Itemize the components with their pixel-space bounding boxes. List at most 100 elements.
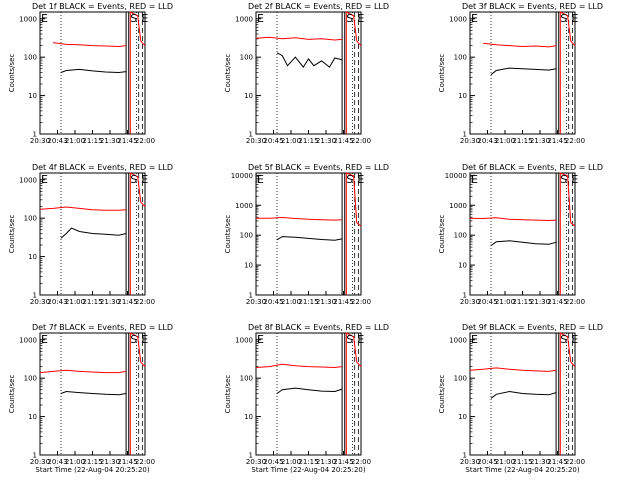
x-tick-label: 20:43 [47, 298, 67, 306]
x-tick-label: 21:30 [316, 298, 336, 306]
time-marker-2: S [130, 173, 137, 186]
lld-series-line [53, 42, 127, 48]
y-tick-label: 100 [454, 54, 467, 62]
time-marker-2: S [560, 12, 567, 25]
lld-series-line [39, 206, 127, 211]
y-tick-label: 1000 [19, 176, 37, 184]
x-tick-label: 20:45 [477, 298, 497, 306]
x-tick-label: 21:45 [117, 458, 137, 466]
y-tick-label: 1 [33, 292, 37, 300]
y-axis-label: Counts/sec [438, 215, 446, 254]
lld-series-line [469, 217, 557, 222]
y-tick-label: 10 [458, 413, 467, 421]
y-tick-label: 10 [28, 253, 37, 261]
x-tick-label: 21:30 [100, 137, 120, 145]
lld-burst-line [345, 11, 362, 134]
y-tick-label: 10 [28, 413, 37, 421]
time-marker-1: E [471, 333, 478, 346]
y-tick-label: 100 [240, 232, 253, 240]
y-tick-label: 10 [244, 262, 253, 270]
x-tick-label: 20:43 [477, 137, 497, 145]
x-tick-label: 21:15 [82, 137, 102, 145]
plot-frame [469, 11, 576, 135]
panel-title: Det 4f BLACK = Events, RED = LLD [32, 163, 173, 172]
x-tick-label: 21:30 [530, 137, 550, 145]
y-tick-label: 1 [249, 452, 253, 460]
time-marker-1: E [471, 12, 478, 25]
y-tick-label: 10 [458, 262, 467, 270]
panel-8: Det 8f BLACK = Events, RED = LLD 1 10 100 10… [224, 323, 389, 474]
time-marker-3: E [571, 333, 578, 346]
panel-title: Det 5f BLACK = Events, RED = LLD [248, 163, 389, 172]
lld-burst-line [345, 172, 362, 295]
y-tick-label: 100 [454, 375, 467, 383]
x-tick-label: 20:30 [30, 137, 50, 145]
y-tick-label: 1000 [449, 336, 467, 344]
x-axis-label: Start Time (22-Aug-04 20:25:20) [251, 466, 365, 474]
y-tick-label: 1000 [449, 202, 467, 210]
x-tick-label: 22:00 [351, 458, 371, 466]
y-tick-label: 1000 [235, 336, 253, 344]
y-tick-label: 1 [33, 452, 37, 460]
y-axis-label: Counts/sec [438, 54, 446, 93]
x-tick-label: 21:00 [495, 137, 515, 145]
time-marker-2: S [346, 12, 353, 25]
x-tick-label: 21:45 [333, 137, 353, 145]
panel-title: Det 1f BLACK = Events, RED = LLD [32, 2, 173, 11]
y-tick-label: 10 [28, 92, 37, 100]
time-marker-3: E [357, 12, 364, 25]
events-series-line [60, 227, 127, 239]
x-tick-label: 21:00 [65, 298, 85, 306]
y-tick-label: 10000 [231, 172, 253, 180]
x-tick-label: 20:43 [47, 137, 67, 145]
x-tick-label: 21:30 [100, 458, 120, 466]
lld-burst-line [129, 172, 146, 295]
y-tick-label: 100 [454, 232, 467, 240]
plot-frame [39, 11, 146, 135]
y-tick-label: 1000 [235, 202, 253, 210]
x-axis-label: Start Time (22-Aug-04 20:25:20) [35, 466, 149, 474]
x-axis-label: Start Time (22-Aug-04 20:25:20) [465, 466, 579, 474]
plot-frame [255, 11, 362, 135]
y-tick-label: 100 [24, 54, 37, 62]
panel-2: Det 2f BLACK = Events, RED = LLD 1 10 100 10… [224, 2, 389, 145]
lld-series-line [255, 363, 343, 369]
x-tick-label: 22:00 [565, 298, 585, 306]
time-marker-1: E [41, 173, 48, 186]
y-tick-label: 10 [244, 92, 253, 100]
panel-title: Det 8f BLACK = Events, RED = LLD [248, 323, 389, 332]
time-marker-2: S [130, 333, 137, 346]
lld-series-line [469, 367, 557, 372]
lld-burst-line [559, 332, 576, 455]
x-tick-label: 21:45 [333, 298, 353, 306]
y-tick-label: 1000 [449, 15, 467, 23]
x-tick-label: 20:45 [477, 458, 497, 466]
x-tick-label: 20:30 [460, 458, 480, 466]
x-tick-label: 22:00 [565, 458, 585, 466]
x-tick-label: 21:00 [281, 137, 301, 145]
time-marker-2: S [560, 333, 567, 346]
x-tick-label: 21:45 [117, 298, 137, 306]
x-tick-label: 21:00 [281, 458, 301, 466]
x-tick-label: 21:30 [316, 458, 336, 466]
events-series-line [60, 390, 127, 396]
plot-frame [469, 172, 576, 296]
time-marker-3: E [141, 12, 148, 25]
x-tick-label: 22:00 [565, 137, 585, 145]
y-tick-label: 100 [240, 54, 253, 62]
y-axis-label: Counts/sec [438, 375, 446, 414]
y-tick-label: 1000 [19, 336, 37, 344]
panel-7: Det 7f BLACK = Events, RED = LLD 1 10 100 10… [8, 323, 173, 474]
y-tick-label: 10 [458, 92, 467, 100]
x-tick-label: 21:15 [298, 137, 318, 145]
x-tick-label: 22:00 [351, 137, 371, 145]
events-series-line [276, 236, 343, 241]
y-tick-label: 1 [463, 452, 467, 460]
time-marker-2: S [346, 333, 353, 346]
x-tick-label: 20:43 [47, 458, 67, 466]
time-marker-1: E [257, 173, 264, 186]
x-tick-label: 20:45 [263, 458, 283, 466]
x-tick-label: 20:45 [263, 137, 283, 145]
x-tick-label: 21:15 [298, 458, 318, 466]
lld-burst-line [345, 332, 362, 455]
